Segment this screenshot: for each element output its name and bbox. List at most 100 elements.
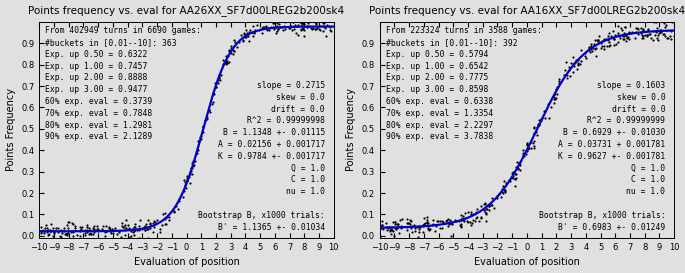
Point [666, 29, 677, 33]
Point [134, 228, 145, 232]
Point [273, 26, 284, 31]
Point [505, 175, 516, 180]
Point [276, 25, 287, 29]
Point [618, 34, 629, 38]
Point [129, 227, 140, 232]
Point [586, 49, 597, 53]
Point [223, 60, 234, 64]
Point [623, 37, 634, 41]
Point [75, 225, 86, 229]
Point [47, 237, 58, 241]
Point [525, 140, 536, 145]
Point [160, 222, 171, 226]
Point [66, 221, 77, 225]
Point [509, 172, 520, 176]
Point [459, 210, 470, 215]
Point [601, 37, 612, 41]
Point [85, 231, 96, 236]
Point [508, 176, 519, 181]
Point [256, 31, 267, 35]
Point [603, 31, 614, 35]
Point [527, 141, 538, 145]
Point [38, 228, 49, 233]
Point [377, 222, 388, 227]
Point [504, 179, 515, 183]
Point [393, 221, 404, 226]
Point [601, 44, 612, 48]
Point [386, 226, 397, 231]
Point [59, 229, 70, 233]
Point [386, 224, 397, 229]
Point [46, 229, 57, 233]
Point [92, 224, 103, 228]
Point [632, 19, 643, 23]
Point [213, 75, 224, 79]
Point [84, 226, 95, 230]
Point [637, 36, 648, 41]
Point [45, 228, 55, 232]
Point [510, 184, 521, 188]
Point [245, 28, 256, 33]
Point [562, 73, 573, 77]
Point [497, 187, 508, 191]
Point [447, 222, 458, 226]
Point [197, 125, 208, 129]
Point [550, 97, 561, 101]
Point [423, 224, 434, 228]
Point [325, 28, 336, 32]
Point [536, 117, 547, 121]
Point [210, 85, 221, 89]
Point [510, 176, 521, 180]
Point [534, 118, 545, 122]
Point [41, 229, 52, 234]
Point [297, 20, 308, 25]
Point [261, 28, 272, 32]
Point [297, 23, 308, 27]
Point [443, 220, 454, 224]
Point [388, 220, 399, 224]
Point [240, 33, 251, 37]
Point [595, 41, 606, 45]
Point [620, 25, 631, 29]
Point [669, 34, 680, 38]
Point [457, 214, 468, 218]
Point [471, 207, 482, 211]
X-axis label: Evaluation of position: Evaluation of position [474, 257, 580, 268]
Point [179, 180, 190, 185]
Point [227, 48, 238, 52]
Point [618, 37, 629, 41]
Point [42, 233, 53, 237]
Point [649, 16, 660, 20]
Point [538, 109, 549, 114]
Point [605, 43, 616, 47]
Point [484, 202, 495, 207]
Point [325, 28, 336, 33]
Point [418, 216, 429, 221]
Point [530, 130, 541, 134]
Point [163, 215, 174, 219]
Point [306, 27, 317, 31]
Point [552, 85, 563, 89]
Point [299, 28, 310, 32]
Point [110, 237, 121, 241]
Point [161, 222, 172, 227]
Point [499, 179, 510, 183]
Point [580, 54, 590, 58]
Point [421, 215, 432, 219]
Point [126, 227, 137, 231]
Point [244, 39, 255, 44]
Point [568, 60, 579, 65]
Point [257, 26, 268, 30]
Point [658, 32, 669, 36]
Point [184, 172, 195, 176]
Point [101, 224, 112, 229]
Point [590, 46, 601, 51]
Point [116, 235, 127, 239]
Point [553, 77, 564, 82]
Point [75, 227, 86, 232]
Point [298, 34, 309, 38]
Point [623, 29, 634, 34]
Point [198, 124, 209, 128]
Point [218, 61, 229, 65]
Point [223, 54, 234, 58]
